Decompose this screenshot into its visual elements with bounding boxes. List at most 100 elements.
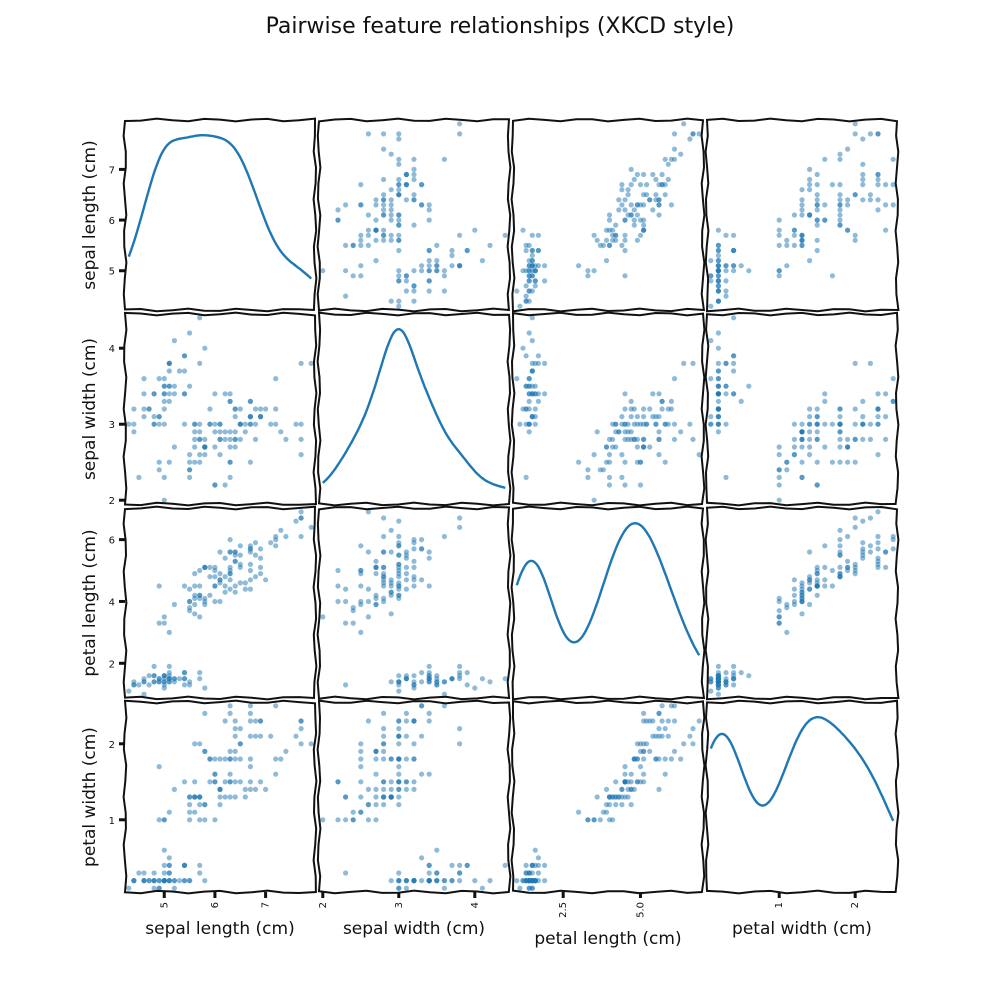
scatter-point: [592, 498, 597, 503]
scatter-point: [533, 422, 538, 427]
scatter-point: [419, 577, 424, 582]
scatter-point: [708, 414, 713, 419]
scatter-point: [228, 460, 233, 465]
scatter-point: [666, 406, 671, 411]
scatter-point: [411, 223, 416, 228]
scatter-point: [868, 192, 873, 197]
scatter-point: [373, 593, 378, 598]
scatter-point: [243, 422, 248, 427]
scatter-point: [527, 878, 532, 883]
scatter-point: [396, 734, 401, 739]
scatter-point: [746, 384, 751, 389]
scatter-point: [197, 429, 202, 434]
scatter-point: [845, 202, 850, 207]
scatter-point: [860, 437, 865, 442]
scatter-point: [524, 384, 529, 389]
scatter-point: [837, 565, 842, 570]
scatter-point: [419, 537, 424, 542]
scatter-point: [517, 304, 522, 309]
scatter-point: [177, 676, 182, 681]
scatter-point: [253, 787, 258, 792]
scatter-point: [815, 565, 820, 570]
scatter-point: [202, 749, 207, 754]
scatter-point: [619, 787, 624, 792]
scatter-point: [192, 422, 197, 427]
scatter-point: [167, 460, 172, 465]
scatter-point: [635, 741, 640, 746]
scatter-point: [853, 192, 858, 197]
scatter-point: [822, 444, 827, 449]
scatter-point: [131, 429, 136, 434]
scatter-point: [449, 248, 454, 253]
scatter-point: [197, 568, 202, 573]
scatter-point: [411, 546, 416, 551]
scatter-point: [182, 368, 187, 373]
scatter-point: [172, 338, 177, 343]
scatter-point: [172, 676, 177, 681]
scatter-point: [202, 685, 207, 690]
scatter-point: [716, 429, 721, 434]
scatter-point: [396, 182, 401, 187]
scatter-point: [343, 817, 348, 822]
scatter-point: [480, 258, 485, 263]
scatter-point: [875, 534, 880, 539]
scatter-point: [792, 444, 797, 449]
scatter-point: [427, 549, 432, 554]
scatter-point: [343, 268, 348, 273]
scatter-point: [799, 580, 804, 585]
scatter-point: [457, 878, 462, 883]
scatter-point: [822, 399, 827, 404]
scatter-point: [238, 756, 243, 761]
scatter-point: [731, 248, 736, 253]
scatter-point: [815, 406, 820, 411]
scatter-point: [136, 682, 141, 687]
scatter-point: [656, 202, 661, 207]
scatter-point: [404, 549, 409, 554]
scatter-point: [381, 233, 386, 238]
scatter-point: [248, 577, 253, 582]
scatter-point: [669, 399, 674, 404]
scatter-point: [619, 802, 624, 807]
scatter-point: [807, 182, 812, 187]
scatter-point: [650, 207, 655, 212]
scatter-point: [542, 391, 547, 396]
scatter-point: [777, 273, 782, 278]
panel-pl-vs-pw: [706, 507, 899, 700]
scatter-point: [366, 212, 371, 217]
scatter-point: [883, 391, 888, 396]
scatter-point: [396, 886, 401, 891]
scatter-point: [784, 243, 789, 248]
scatter-point: [716, 248, 721, 253]
scatter-point: [167, 870, 172, 875]
scatter-point: [530, 233, 535, 238]
scatter-point: [822, 565, 827, 570]
scatter-point: [868, 361, 873, 366]
scatter-point: [723, 288, 728, 293]
scatter-point: [449, 676, 454, 681]
scatter-point: [527, 422, 532, 427]
scatter-point: [248, 562, 253, 567]
scatter-point: [777, 243, 782, 248]
scatter-point: [248, 787, 253, 792]
scatter-point: [716, 406, 721, 411]
scatter-point: [299, 726, 304, 731]
scatter-point: [187, 682, 192, 687]
scatter-point: [223, 391, 228, 396]
scatter-point: [799, 444, 804, 449]
scatter-point: [343, 682, 348, 687]
scatter-point: [233, 429, 238, 434]
scatter-point: [799, 238, 804, 243]
scatter-point: [716, 414, 721, 419]
scatter-point: [716, 391, 721, 396]
scatter-point: [731, 361, 736, 366]
scatter-point: [527, 886, 532, 891]
scatter-point: [202, 817, 207, 822]
scatter-point: [162, 870, 167, 875]
scatter-point: [381, 749, 386, 754]
scatter-point: [217, 422, 222, 427]
scatter-point: [299, 452, 304, 457]
scatter-point: [258, 571, 263, 576]
scatter-point: [613, 422, 618, 427]
scatter-point: [708, 304, 713, 309]
scatter-point: [503, 233, 508, 238]
